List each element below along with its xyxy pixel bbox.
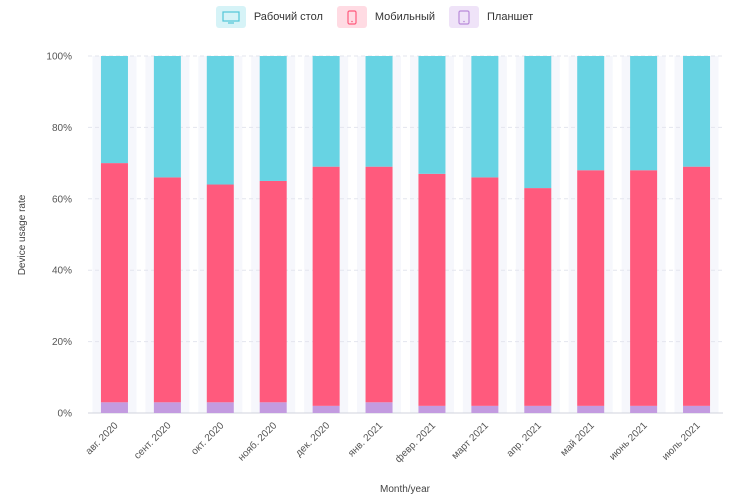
bar-segment[interactable]	[259, 180, 287, 403]
legend-item-tablet[interactable]: Планшет	[449, 6, 533, 28]
legend-label-tablet: Планшет	[487, 11, 534, 23]
bar-segment[interactable]	[683, 405, 711, 413]
bar-segment[interactable]	[630, 405, 658, 413]
y-tick-label: 100%	[46, 52, 72, 63]
bar-segment[interactable]	[365, 166, 393, 403]
y-tick-label: 60%	[52, 194, 72, 205]
bar-segment[interactable]	[312, 166, 340, 406]
x-tick-label: окт. 2020	[189, 420, 226, 457]
bar-segment[interactable]	[471, 177, 499, 406]
bar-segment[interactable]	[259, 56, 287, 181]
bar-segment[interactable]	[683, 166, 711, 406]
bar-segment[interactable]	[524, 405, 552, 413]
bar-segment[interactable]	[100, 56, 128, 164]
bar-segment[interactable]	[100, 402, 128, 413]
bar-segment[interactable]	[418, 173, 446, 406]
tablet-icon	[449, 6, 480, 28]
x-tick-label: апр. 2021	[505, 420, 544, 459]
bar-segment[interactable]	[153, 56, 181, 178]
bar-segment[interactable]	[524, 56, 552, 189]
x-tick-label: февр. 2021	[392, 419, 438, 465]
bar-segment[interactable]	[312, 405, 340, 413]
bar-segment[interactable]	[630, 170, 658, 406]
bar-segment[interactable]	[577, 170, 605, 406]
bar-segment[interactable]	[418, 56, 446, 174]
legend-item-desktop[interactable]: Рабочий стол	[215, 6, 323, 28]
desktop-icon	[215, 6, 246, 28]
bar-segment[interactable]	[206, 56, 234, 185]
mobile-icon	[336, 6, 367, 28]
bar-segment[interactable]	[153, 177, 181, 403]
bar-segment[interactable]	[471, 405, 499, 413]
x-tick-label: сент. 2020	[132, 420, 174, 462]
bar-segment[interactable]	[259, 402, 287, 413]
legend: Рабочий стол Мобильный Планшет	[0, 6, 749, 28]
y-tick-label: 40%	[52, 266, 72, 277]
x-tick-label: июнь 2021	[607, 420, 650, 463]
x-tick-label: авг. 2020	[84, 420, 121, 457]
bar-segment[interactable]	[153, 402, 181, 413]
x-tick-label: июль 2021	[660, 420, 703, 463]
x-tick-label: янв. 2021	[346, 420, 385, 459]
x-tick-label: нояб. 2020	[235, 419, 279, 463]
x-tick-label: май 2021	[559, 420, 598, 459]
x-tick-label: март 2021	[450, 420, 492, 462]
y-tick-label: 80%	[52, 123, 72, 134]
bar-segment[interactable]	[577, 56, 605, 171]
legend-label-mobile: Мобильный	[374, 11, 436, 23]
bar-segment[interactable]	[577, 405, 605, 413]
y-tick-label: 20%	[52, 337, 72, 348]
bar-segment[interactable]	[418, 405, 446, 413]
bar-segment[interactable]	[471, 56, 499, 178]
bar-segment[interactable]	[524, 188, 552, 406]
y-tick-label: 0%	[58, 409, 73, 420]
bar-segment[interactable]	[206, 184, 234, 403]
bar-segment[interactable]	[100, 163, 128, 403]
x-tick-label: дек. 2020	[294, 420, 333, 459]
bar-segment[interactable]	[206, 402, 234, 413]
bar-segment[interactable]	[683, 56, 711, 167]
bar-segment[interactable]	[365, 402, 393, 413]
legend-label-desktop: Рабочий стол	[253, 11, 323, 23]
bar-segment[interactable]	[365, 56, 393, 167]
x-axis-title: Month/year	[380, 484, 431, 495]
bar-segment[interactable]	[312, 56, 340, 167]
legend-item-mobile[interactable]: Мобильный	[336, 6, 436, 28]
y-axis-title: Device usage rate	[17, 194, 28, 275]
bar-segment[interactable]	[630, 56, 658, 171]
